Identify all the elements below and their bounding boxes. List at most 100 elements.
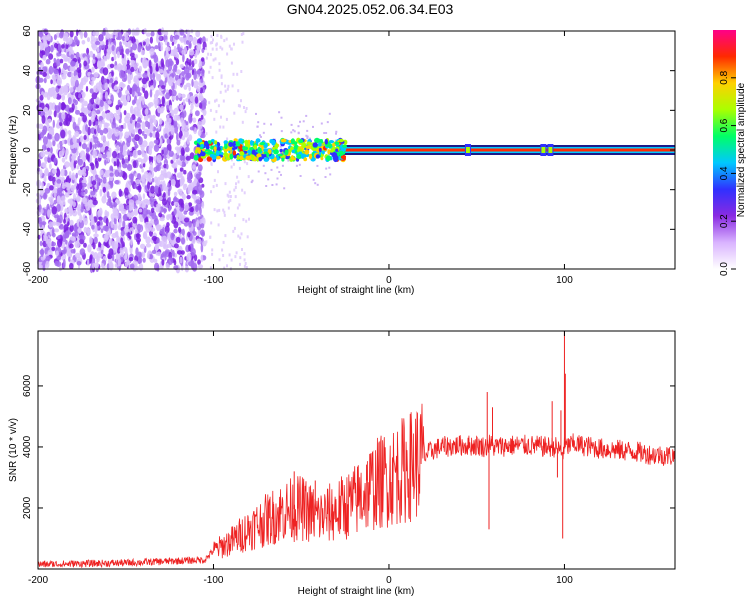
noise-dot <box>39 187 44 196</box>
noise-dot <box>55 58 61 67</box>
noise-dot <box>111 121 117 130</box>
noise-dot <box>79 150 86 159</box>
noise-dot <box>196 238 202 244</box>
noise-dot <box>79 63 82 69</box>
noise-dot <box>47 118 52 123</box>
noise-dot <box>243 264 246 268</box>
noise-dot <box>73 98 76 104</box>
noise-dot <box>56 76 62 86</box>
noise-dot <box>104 91 109 100</box>
noise-dot <box>178 198 184 206</box>
noise-dot <box>295 164 298 167</box>
noise-dot <box>105 39 109 46</box>
noise-dot <box>244 110 247 114</box>
noise-dot <box>172 162 178 169</box>
noise-dot <box>237 89 240 93</box>
noise-dot <box>114 263 118 268</box>
noise-dot <box>241 248 243 251</box>
noise-dot <box>85 85 89 92</box>
noise-dot <box>175 58 180 66</box>
cluster-dot <box>257 147 262 154</box>
noise-dot <box>189 186 193 191</box>
noise-dot <box>106 112 110 118</box>
noise-dot <box>171 89 177 97</box>
noise-dot <box>124 116 130 124</box>
noise-dot <box>196 85 201 93</box>
cluster-dot <box>200 141 205 145</box>
noise-dot <box>201 183 205 188</box>
noise-dot <box>165 59 171 68</box>
noise-dot <box>180 117 184 124</box>
noise-dot <box>95 121 99 126</box>
noise-dot <box>297 132 300 135</box>
cluster-dot <box>272 146 276 150</box>
noise-dot <box>220 35 223 39</box>
noise-dot <box>126 180 132 189</box>
noise-dot <box>156 251 161 257</box>
noise-dot <box>111 240 115 250</box>
noise-dot <box>124 36 130 41</box>
noise-dot <box>325 132 328 134</box>
noise-dot <box>102 153 107 159</box>
cluster-dot <box>340 154 347 160</box>
noise-dot <box>302 120 305 123</box>
noise-dot <box>91 66 95 73</box>
noise-dot <box>130 66 135 73</box>
noise-dot <box>205 47 208 51</box>
noise-dot <box>120 83 126 88</box>
bright-spot <box>465 147 470 153</box>
noise-dot <box>59 145 63 150</box>
noise-dot <box>121 64 128 71</box>
noise-dot <box>128 194 133 198</box>
noise-dot <box>195 204 199 213</box>
noise-dot <box>238 203 241 207</box>
noise-dot <box>335 130 338 133</box>
noise-dot <box>287 159 290 162</box>
noise-dot <box>39 221 43 228</box>
noise-dot <box>193 58 198 65</box>
x-tick-label: 100 <box>556 575 573 586</box>
noise-dot <box>137 251 142 259</box>
noise-dot <box>152 72 155 81</box>
noise-dot <box>200 133 206 139</box>
noise-dot <box>199 190 205 199</box>
noise-dot <box>283 187 286 190</box>
noise-dot <box>48 53 54 60</box>
noise-dot <box>67 37 73 45</box>
noise-dot <box>175 69 181 75</box>
noise-dot <box>107 258 113 265</box>
cluster-dot <box>255 138 261 143</box>
colorbar-tick-label: 0.0 <box>719 262 730 276</box>
noise-dot <box>324 176 327 178</box>
noise-dot <box>99 34 103 42</box>
noise-dot <box>131 28 136 37</box>
noise-dot <box>83 217 89 226</box>
noise-dot <box>92 149 97 159</box>
noise-dot <box>57 235 61 240</box>
noise-dot <box>275 183 278 186</box>
cluster-dot <box>342 139 348 145</box>
noise-dot <box>226 264 228 268</box>
noise-dot <box>211 76 214 80</box>
noise-dot <box>40 248 44 258</box>
noise-dot <box>196 43 202 51</box>
noise-dot <box>280 130 283 133</box>
noise-dot <box>224 89 227 93</box>
noise-dot <box>113 54 117 61</box>
noise-dot <box>61 68 65 74</box>
noise-dot <box>83 60 88 67</box>
noise-dot <box>270 168 273 171</box>
noise-dot <box>96 46 100 53</box>
x-tick-label: 100 <box>556 275 573 286</box>
noise-dot <box>42 136 48 145</box>
noise-dot <box>182 183 187 191</box>
noise-dot <box>53 110 57 118</box>
noise-dot <box>39 169 43 177</box>
noise-dot <box>56 179 62 184</box>
noise-dot <box>110 219 114 229</box>
noise-dot <box>111 45 115 52</box>
noise-dot <box>133 63 138 71</box>
noise-dot <box>173 120 178 128</box>
noise-dot <box>49 163 52 170</box>
noise-dot <box>121 36 126 41</box>
